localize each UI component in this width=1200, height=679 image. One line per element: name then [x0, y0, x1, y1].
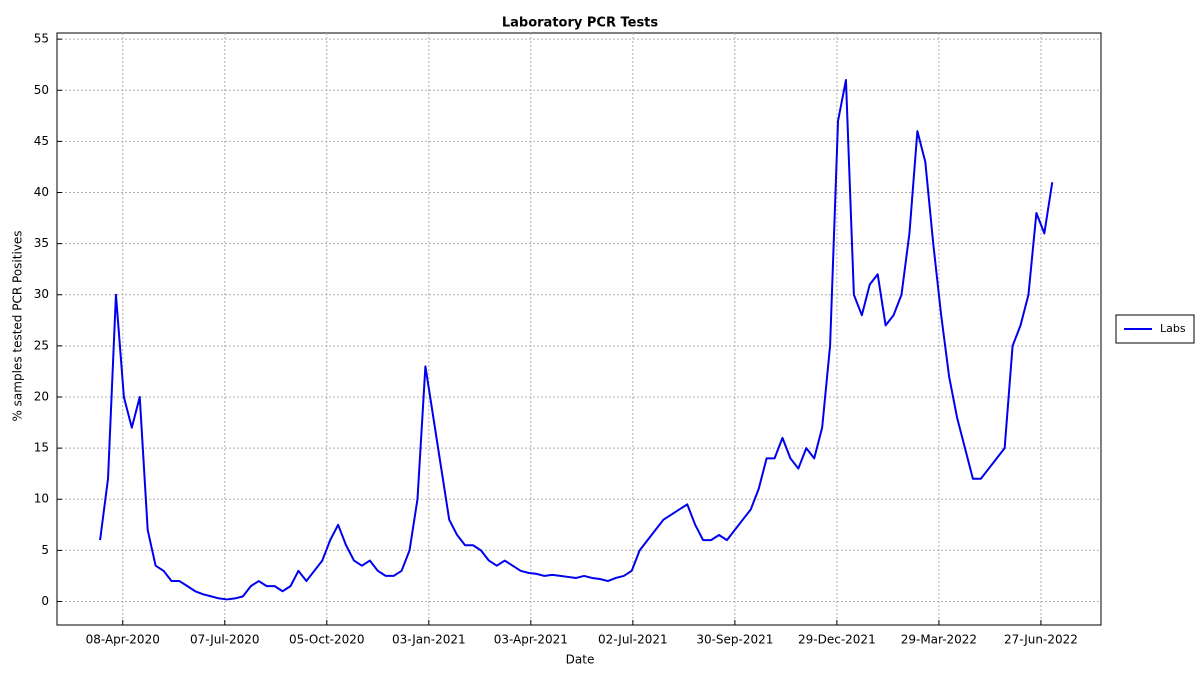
x-tick-label: 29-Dec-2021: [798, 633, 876, 647]
x-tick-label: 03-Jan-2021: [392, 633, 466, 647]
plot-frame: [56, 32, 1102, 626]
x-tick-label: 08-Apr-2020: [86, 633, 160, 647]
y-tick-label: 15: [34, 441, 49, 455]
legend-label: Labs: [1160, 322, 1186, 335]
x-tick-label: 27-Jun-2022: [1004, 633, 1078, 647]
y-tick-label: 20: [34, 389, 49, 403]
x-tick-label: 07-Jul-2020: [190, 633, 260, 647]
y-tick-label: 50: [34, 83, 49, 97]
y-tick-label: 45: [34, 134, 49, 148]
y-tick-label: 35: [34, 236, 49, 250]
y-axis-label: % samples tested PCR Positives: [11, 230, 25, 421]
y-tick-label: 30: [34, 287, 49, 301]
x-tick-label: 30-Sep-2021: [696, 633, 773, 647]
y-tick-label: 10: [34, 492, 49, 506]
y-tick-label: 5: [41, 543, 49, 557]
x-tick-label: 05-Oct-2020: [289, 633, 365, 647]
x-tick-label: 03-Apr-2021: [494, 633, 568, 647]
y-tick-label: 0: [41, 594, 49, 608]
data-line: [99, 79, 1054, 601]
y-tick-label: 25: [34, 338, 49, 352]
y-tick-label: 55: [34, 32, 49, 46]
y-tick-label: 40: [34, 185, 49, 199]
chart-title: Laboratory PCR Tests: [502, 16, 659, 31]
x-tick-label: 29-Mar-2022: [901, 633, 977, 647]
x-tick-label: 02-Jul-2021: [598, 633, 668, 647]
x-axis-label: Date: [566, 653, 595, 667]
